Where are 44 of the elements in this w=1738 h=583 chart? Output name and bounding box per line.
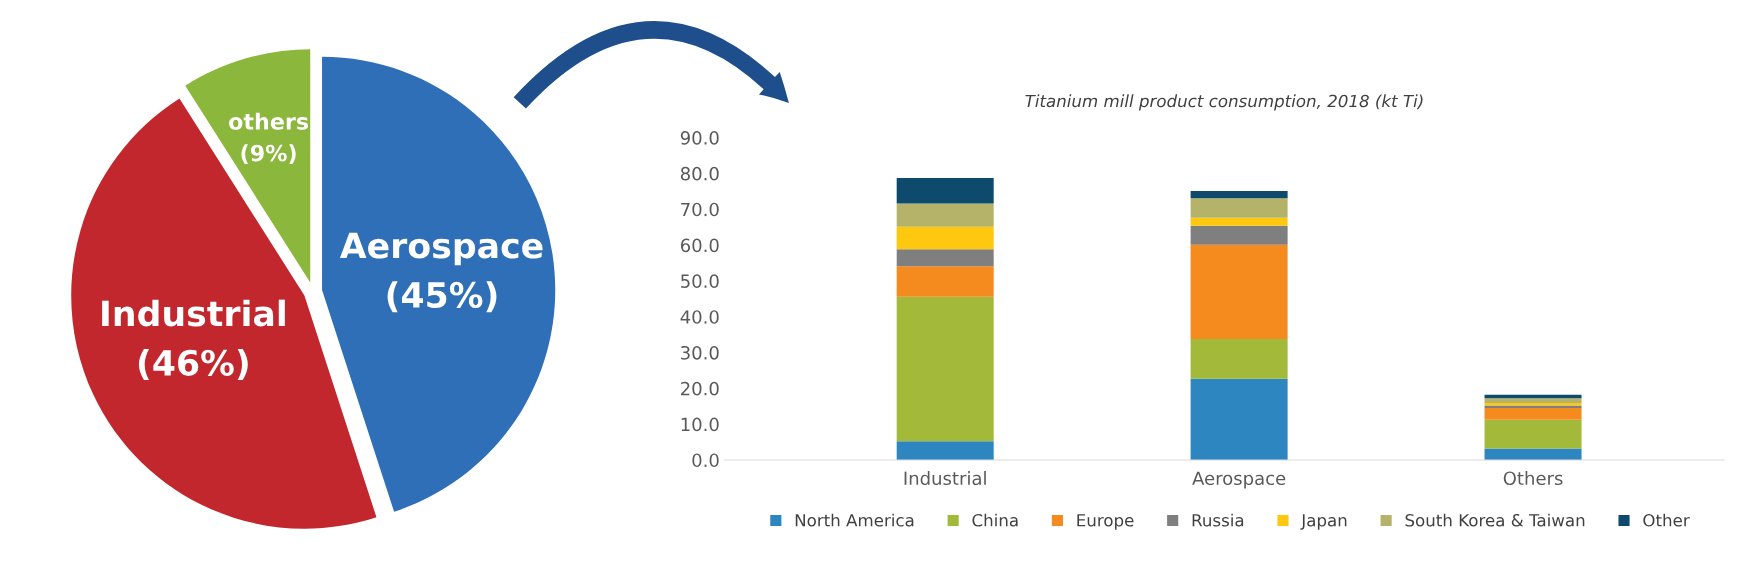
bar xyxy=(896,203,994,227)
bar xyxy=(896,296,994,442)
y-tick-label: 70.0 xyxy=(681,202,719,217)
bar xyxy=(1484,398,1582,404)
bar xyxy=(1190,225,1288,245)
x-tick-label: Industrial xyxy=(904,471,986,486)
slice-label: Aerospace xyxy=(339,232,543,266)
y-tick-label: 10.0 xyxy=(681,417,719,432)
bar xyxy=(1190,338,1288,379)
bar xyxy=(896,441,994,460)
bar xyxy=(1190,217,1288,226)
bar xyxy=(896,178,994,204)
y-tick-label: 80.0 xyxy=(680,166,719,181)
bar xyxy=(1190,190,1288,199)
bar xyxy=(1190,198,1288,218)
data-label: (45%) xyxy=(387,281,497,313)
y-tick-label: 30.0 xyxy=(681,345,719,360)
data-label: (46%) xyxy=(138,349,248,381)
legend-label: South Korea & Taiwan xyxy=(1405,513,1585,527)
slice-label: others xyxy=(229,112,309,130)
bar xyxy=(1190,378,1288,460)
bar xyxy=(1484,408,1582,420)
y-tick-label: 90.0 xyxy=(680,131,719,145)
y-tick-label: 40.0 xyxy=(680,310,719,324)
bar xyxy=(1190,244,1288,339)
y-tick-label: 50.0 xyxy=(681,274,719,288)
legend-label: Other xyxy=(1643,513,1690,527)
data-label: (9%) xyxy=(241,144,296,165)
bar xyxy=(896,249,994,267)
x-tick-label: Others xyxy=(1503,471,1563,486)
legend-label: China xyxy=(972,513,1018,527)
bar xyxy=(896,266,994,297)
bar xyxy=(896,226,994,250)
y-tick-label: 0.0 xyxy=(692,453,719,468)
legend-label: North America xyxy=(795,513,914,527)
legend-label: Russia xyxy=(1192,513,1244,527)
chart-title: Titanium mill product consumption, 2018 (kt Ti) xyxy=(1025,94,1423,111)
y-tick-label: 60.0 xyxy=(680,238,719,253)
x-tick-label: Aerospace xyxy=(1192,471,1286,489)
y-tick-label: 20.0 xyxy=(681,381,719,396)
slice-label: Industrial xyxy=(102,299,285,327)
legend-label: Europe xyxy=(1077,514,1134,530)
bar xyxy=(1484,419,1582,449)
legend-label: Japan xyxy=(1300,514,1347,530)
